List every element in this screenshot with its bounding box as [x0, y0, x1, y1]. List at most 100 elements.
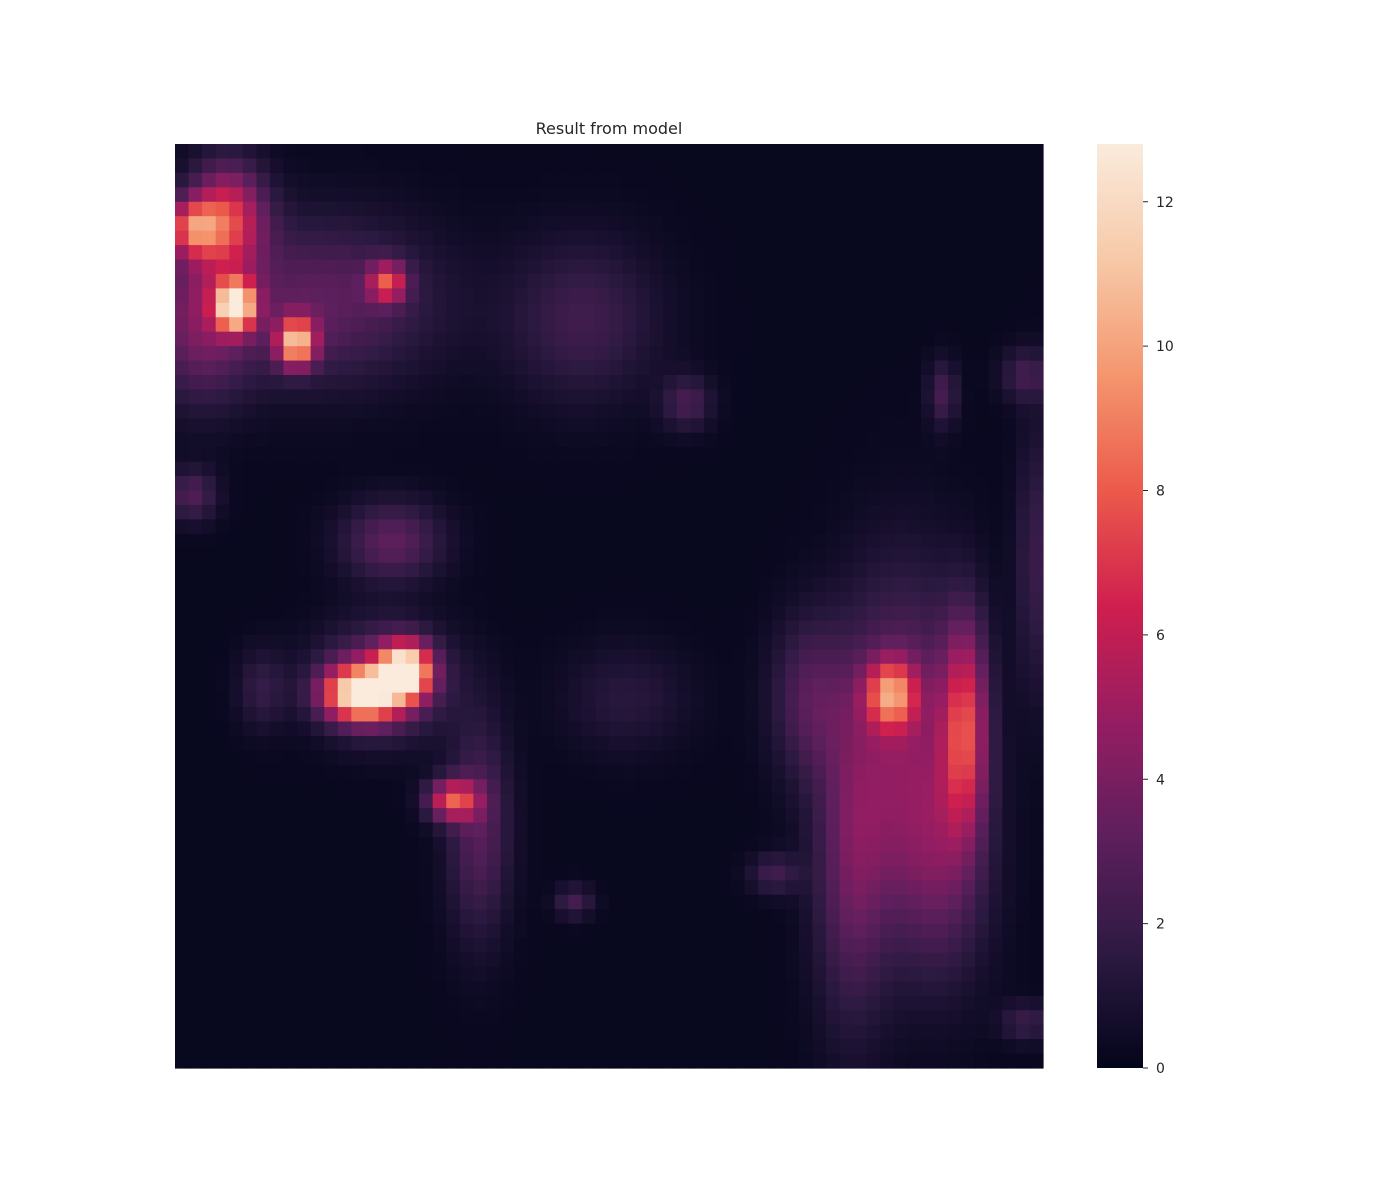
heatmap-cell — [771, 750, 786, 766]
heatmap-cell — [975, 490, 990, 506]
heatmap-cell — [975, 678, 990, 694]
heatmap-cell — [446, 822, 461, 838]
heatmap-cell — [297, 591, 312, 607]
heatmap-cell — [907, 144, 922, 160]
heatmap-cell — [785, 158, 800, 174]
heatmap-cell — [486, 822, 502, 838]
heatmap-cell — [934, 216, 949, 232]
heatmap-cell — [175, 634, 190, 650]
heatmap-cell — [636, 981, 651, 997]
heatmap-cell — [731, 1024, 746, 1040]
heatmap-cell — [188, 678, 203, 694]
heatmap-cell — [269, 1024, 285, 1040]
heatmap-cell — [568, 519, 583, 535]
heatmap-cell — [744, 418, 759, 434]
heatmap-cell — [242, 995, 257, 1011]
heatmap-cell — [961, 519, 976, 535]
heatmap-cell — [758, 519, 773, 535]
heatmap-cell — [378, 533, 393, 549]
heatmap-cell — [581, 172, 597, 188]
heatmap-cell — [676, 216, 691, 232]
heatmap-cell — [229, 548, 244, 564]
heatmap-cell — [636, 851, 651, 867]
heatmap-cell — [188, 779, 203, 795]
heatmap-cell — [609, 461, 624, 477]
heatmap-cell — [771, 663, 786, 679]
heatmap-cell — [500, 837, 515, 853]
heatmap-cell — [554, 201, 569, 217]
heatmap-cell — [473, 504, 488, 520]
heatmap-cell — [364, 346, 380, 362]
heatmap-cell — [812, 317, 827, 333]
heatmap-cell — [229, 663, 244, 679]
heatmap-cell — [948, 389, 963, 405]
heatmap-cell — [364, 158, 380, 174]
heatmap-cell — [351, 1039, 366, 1055]
heatmap-cell — [703, 403, 719, 419]
heatmap-cell — [473, 548, 488, 564]
colorbar-tick-label: 0 — [1156, 1061, 1165, 1077]
heatmap-cell — [554, 533, 569, 549]
heatmap-cell — [731, 375, 746, 391]
heatmap-cell — [609, 562, 624, 578]
heatmap-cell — [432, 764, 447, 780]
heatmap-cell — [568, 418, 583, 434]
heatmap-cell — [337, 461, 352, 477]
heatmap-cell — [229, 476, 244, 492]
heatmap-cell — [256, 302, 271, 318]
heatmap-cell — [595, 692, 610, 708]
heatmap-cell — [920, 288, 936, 304]
heatmap-cell — [541, 273, 556, 289]
heatmap-cell — [975, 331, 990, 347]
heatmap-cell — [948, 663, 963, 679]
heatmap-cell — [202, 952, 217, 968]
heatmap-cell — [1015, 476, 1031, 492]
heatmap-cell — [446, 519, 461, 535]
heatmap-cell — [622, 606, 637, 622]
heatmap-cell — [961, 461, 976, 477]
heatmap-cell — [500, 548, 515, 564]
heatmap-cell — [188, 1010, 203, 1026]
heatmap-cell — [364, 548, 380, 564]
heatmap-cell — [419, 1039, 434, 1055]
heatmap-cell — [486, 548, 502, 564]
heatmap-cell — [893, 158, 908, 174]
heatmap-cell — [975, 822, 990, 838]
heatmap-cell — [690, 735, 705, 751]
heatmap-cell — [798, 649, 814, 665]
heatmap-cell — [853, 201, 868, 217]
heatmap-cell — [446, 317, 461, 333]
heatmap-cell — [392, 158, 407, 174]
heatmap-cell — [297, 779, 312, 795]
heatmap-cell — [703, 909, 719, 925]
heatmap-cell — [744, 245, 759, 261]
heatmap-cell — [622, 403, 637, 419]
heatmap-cell — [459, 331, 474, 347]
heatmap-cell — [405, 360, 420, 376]
heatmap-cell — [215, 562, 230, 578]
heatmap-cell — [798, 750, 814, 766]
heatmap-cell — [337, 880, 352, 896]
heatmap-cell — [364, 822, 380, 838]
heatmap-cell — [717, 865, 732, 881]
heatmap-cell — [554, 1053, 569, 1069]
heatmap-cell — [961, 880, 976, 896]
heatmap-cell — [853, 793, 868, 809]
heatmap-cell — [649, 735, 664, 751]
heatmap-cell — [785, 144, 800, 160]
heatmap-cell — [568, 880, 583, 896]
heatmap-cell — [785, 389, 800, 405]
heatmap-cell — [405, 259, 420, 275]
chart-title: Result from model — [535, 119, 683, 138]
heatmap-cell — [541, 894, 556, 910]
heatmap-cell — [663, 909, 678, 925]
heatmap-cell — [256, 1010, 271, 1026]
heatmap-cell — [473, 750, 488, 766]
heatmap-cell — [595, 649, 610, 665]
heatmap-cell — [554, 865, 569, 881]
heatmap-cell — [188, 938, 203, 954]
heatmap-cell — [663, 952, 678, 968]
heatmap-cell — [1015, 779, 1031, 795]
heatmap-cell — [717, 966, 732, 982]
heatmap-cell — [527, 952, 542, 968]
